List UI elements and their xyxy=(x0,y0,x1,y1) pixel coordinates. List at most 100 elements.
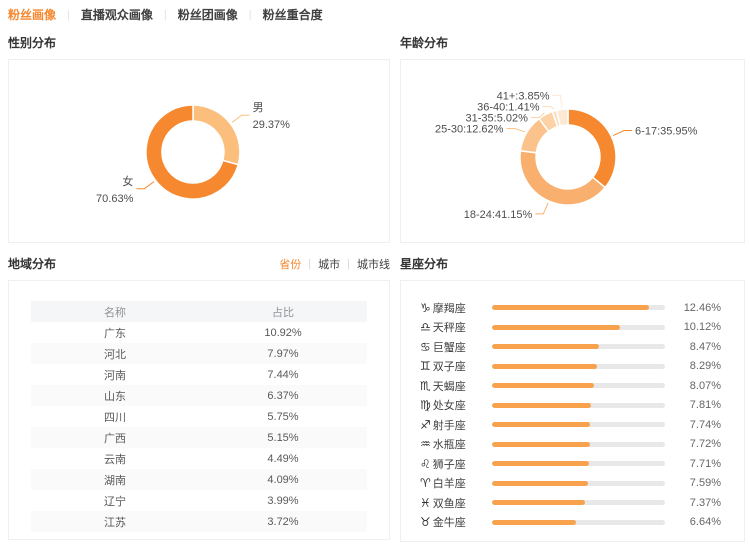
zodiac-row: ♓ 双鱼座 7.37% xyxy=(420,493,721,513)
bar-fill xyxy=(492,383,594,389)
region-name: 广东 xyxy=(104,327,126,340)
tab-separator: | xyxy=(67,8,70,21)
zodiac-label: ♑ 摩羯座 xyxy=(420,300,484,316)
table-row: 辽宁 3.99% xyxy=(31,490,367,511)
charts-row-bottom: 地域分布 省份 | 城市 | 城市线 名称 占比 广东 10.92% 河北 7.97% 河南 7.44… xyxy=(8,256,745,542)
region-name: 河北 xyxy=(104,348,126,361)
zodiac-name: 天蝎座 xyxy=(432,380,466,393)
donut-slice xyxy=(145,104,240,200)
zodiac-label: ♏ 天蝎座 xyxy=(420,378,484,394)
label-leader-line xyxy=(612,130,633,137)
bar-track xyxy=(492,383,665,389)
zodiac-label: ♒ 水瓶座 xyxy=(420,436,484,452)
bar-track xyxy=(492,305,665,311)
region-tab-city[interactable]: 城市 xyxy=(318,258,341,271)
donut-slice xyxy=(192,104,241,166)
region-name: 四川 xyxy=(104,411,126,424)
gender-section: 性别分布 男 29.37% 女 70.63% xyxy=(8,35,390,243)
bar-fill xyxy=(492,519,576,525)
region-share: 5.15% xyxy=(267,431,299,444)
zodiac-name: 金牛座 xyxy=(432,517,466,530)
zodiac-percent: 7.37% xyxy=(689,496,721,509)
region-name: 山东 xyxy=(104,390,126,403)
tab-fan-portrait[interactable]: 粉丝画像 xyxy=(8,8,57,22)
zodiac-name: 处女座 xyxy=(432,400,466,413)
gender-donut-chart: 男 29.37% 女 70.63% xyxy=(96,102,291,205)
bar-fill xyxy=(492,480,588,486)
zodiac-label: ♊ 双子座 xyxy=(420,358,484,374)
zodiac-row: ♌ 狮子座 7.71% xyxy=(420,454,721,474)
slice-label: 6-17:35.95% xyxy=(635,126,698,138)
bar-fill xyxy=(492,461,590,467)
bar-fill xyxy=(492,422,590,428)
bar-fill xyxy=(492,324,620,330)
table-row: 广西 5.15% xyxy=(31,427,367,448)
tab-fan-club-portrait[interactable]: 粉丝团画像 xyxy=(177,8,238,22)
region-tab-separator: | xyxy=(347,257,350,270)
zodiac-row: ♒ 水瓶座 7.72% xyxy=(420,435,721,455)
slice-label: 36-40:1.41% xyxy=(477,101,540,113)
label-leader-line xyxy=(231,114,250,123)
charts-row-top: 性别分布 男 29.37% 女 70.63% 年龄分布 6-17:35.95% 18-2… xyxy=(8,35,745,243)
slice-label: 25-30:12.62% xyxy=(435,123,504,135)
region-name: 云南 xyxy=(104,453,126,466)
zodiac-label: ♈ 白羊座 xyxy=(420,475,484,491)
tab-separator: | xyxy=(248,8,252,21)
tab-live-audience-portrait[interactable]: 直播观众画像 xyxy=(80,8,153,22)
zodiac-percent: 8.47% xyxy=(689,340,721,353)
zodiac-name: 摩羯座 xyxy=(432,302,466,315)
zodiac-label: ♍ 处女座 xyxy=(420,397,484,413)
zodiac-percent: 8.29% xyxy=(689,360,721,373)
bar-fill xyxy=(492,441,590,447)
zodiac-sign-icon: ♐ xyxy=(420,417,431,432)
label-leader-line xyxy=(542,106,555,110)
bar-track xyxy=(492,402,665,408)
region-share: 5.75% xyxy=(267,410,299,423)
zodiac-sign-icon: ♓ xyxy=(420,495,431,510)
zodiac-percent: 7.59% xyxy=(689,477,721,490)
zodiac-name: 天秤座 xyxy=(432,322,466,335)
slice-label: 18-24:41.15% xyxy=(464,209,533,221)
zodiac-row: ♑ 摩羯座 12.46% xyxy=(420,298,721,318)
slice-value-label: 29.37% xyxy=(253,119,291,131)
region-tabs: 省份 | 城市 | 城市线 xyxy=(279,256,390,272)
zodiac-sign-icon: ♉ xyxy=(420,515,431,530)
table-row: 四川 5.75% xyxy=(31,406,367,427)
table-row: 江苏 3.72% xyxy=(31,511,367,532)
age-section: 年龄分布 6-17:35.95% 18-24:41.15% 25-30:12.62%… xyxy=(400,35,745,243)
zodiac-sign-icon: ♍ xyxy=(420,398,431,413)
gender-section-title: 性别分布 xyxy=(8,36,57,50)
zodiac-label: ♌ 狮子座 xyxy=(420,456,484,472)
bar-track xyxy=(492,344,665,350)
zodiac-sign-icon: ♊ xyxy=(420,359,431,374)
zodiac-row: ♉ 金牛座 6.64% xyxy=(420,513,721,533)
label-leader-line xyxy=(535,202,549,215)
zodiac-sign-icon: ♑ xyxy=(420,300,431,315)
label-leader-line xyxy=(552,95,563,108)
region-share: 3.72% xyxy=(267,515,299,528)
zodiac-sign-icon: ♈ xyxy=(420,476,431,491)
tab-fan-overlap[interactable]: 粉丝重合度 xyxy=(262,8,323,22)
zodiac-bar-chart: ♑ 摩羯座 12.46% ♎ 天秤座 10.12% ♋ 巨蟹座 8.47% ♊ 双子座 8.29% ♏ 天… xyxy=(420,298,721,532)
region-name: 辽宁 xyxy=(104,495,126,508)
bar-track xyxy=(492,461,665,467)
zodiac-row: ♈ 白羊座 7.59% xyxy=(420,474,721,494)
region-share: 10.92% xyxy=(264,326,302,339)
table-row: 河南 7.44% xyxy=(31,364,367,385)
zodiac-row: ♎ 天秤座 10.12% xyxy=(420,318,721,338)
region-tab-province[interactable]: 省份 xyxy=(279,258,302,271)
zodiac-name: 巨蟹座 xyxy=(432,341,466,354)
zodiac-name: 射手座 xyxy=(432,419,466,432)
bar-track xyxy=(492,324,665,330)
region-name: 湖南 xyxy=(104,474,126,487)
region-share: 3.99% xyxy=(267,494,299,507)
bar-track xyxy=(492,480,665,486)
table-row: 广东 10.92% xyxy=(31,322,367,343)
region-table: 名称 占比 广东 10.92% 河北 7.97% 河南 7.44% 山东 6.37% 四川 5.75%… xyxy=(31,301,367,532)
region-tab-city-tier[interactable]: 城市线 xyxy=(357,258,390,271)
zodiac-section-title: 星座分布 xyxy=(400,257,449,271)
zodiac-label: ♉ 金牛座 xyxy=(420,514,484,530)
zodiac-sign-icon: ♎ xyxy=(420,320,431,335)
zodiac-row: ♐ 射手座 7.74% xyxy=(420,415,721,435)
age-panel: 6-17:35.95% 18-24:41.15% 25-30:12.62% 31-35… xyxy=(400,59,745,243)
